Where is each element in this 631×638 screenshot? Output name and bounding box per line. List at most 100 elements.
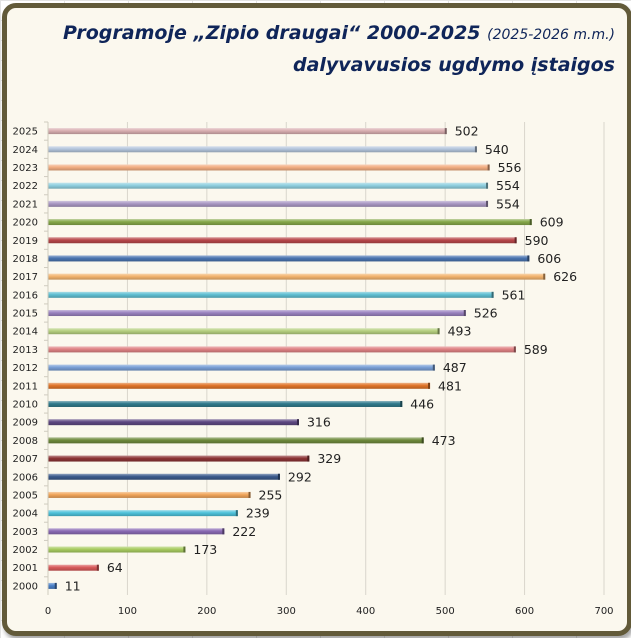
bar-end-cap <box>491 291 494 298</box>
chart-title-note: (2025-2026 m.m.) <box>487 27 615 43</box>
y-tick-label: 2022 <box>13 181 38 192</box>
bar <box>48 328 440 335</box>
bar <box>48 419 299 426</box>
bar-end-cap <box>307 455 310 462</box>
x-tick-label: 700 <box>594 606 613 617</box>
bar-end-cap <box>400 400 403 407</box>
y-tick-label: 2012 <box>13 363 38 374</box>
bar-end-cap <box>96 564 99 571</box>
data-label: 329 <box>317 451 341 466</box>
bar-end-cap <box>428 382 431 389</box>
y-tick-label: 2003 <box>13 527 38 538</box>
bar <box>48 273 546 280</box>
bar <box>48 237 517 244</box>
bar-end-cap <box>277 473 280 480</box>
bar <box>48 546 186 553</box>
y-tick-label: 2005 <box>13 490 38 501</box>
bar <box>48 346 516 353</box>
y-axis: 2025 2024 2023 2022 2021 2020 2019 2018 2017 2016… <box>13 121 49 595</box>
y-tick-label: 2019 <box>13 236 38 247</box>
y-tick-label: 2024 <box>13 145 38 156</box>
bar-end-cap <box>437 328 440 335</box>
bar-end-cap <box>54 582 57 589</box>
x-tick-label: 400 <box>356 606 375 617</box>
bar-end-cap <box>222 528 225 535</box>
data-label: 255 <box>259 487 283 502</box>
bars-group <box>48 128 546 589</box>
data-label: 239 <box>246 506 270 521</box>
bar <box>48 473 280 480</box>
bar <box>48 310 466 317</box>
bar <box>48 437 424 444</box>
bar <box>48 382 431 389</box>
y-tick-label: 2021 <box>13 199 38 210</box>
bar-end-cap <box>248 491 251 498</box>
y-tick-label: 2025 <box>13 127 38 138</box>
bar-end-cap <box>543 273 546 280</box>
y-tick-label: 2017 <box>13 272 38 283</box>
bar <box>48 219 532 226</box>
y-tick-label: 2018 <box>13 254 38 265</box>
bar <box>48 200 489 207</box>
x-tick-label: 300 <box>277 606 296 617</box>
data-label: 606 <box>537 251 561 266</box>
y-tick-label: 2016 <box>13 290 38 301</box>
bar-end-cap <box>513 346 516 353</box>
bar <box>48 528 225 535</box>
chart-title: Programoje „Zipio draugai“ 2000-2025 <box>63 22 481 44</box>
y-tick-label: 2007 <box>13 454 38 465</box>
data-label: 222 <box>232 524 256 539</box>
y-tick-label: 2013 <box>13 345 38 356</box>
bar <box>48 400 403 407</box>
bar-end-cap <box>421 437 424 444</box>
x-axis: 0 100 200 300 400 500 600 700 <box>45 606 614 617</box>
chart-subtitle: dalyvavusios ugdymo įstaigos <box>292 54 615 76</box>
x-tick-label: 0 <box>45 606 51 617</box>
bar-end-cap <box>296 419 299 426</box>
data-label: 589 <box>524 342 548 357</box>
data-label: 609 <box>540 215 564 230</box>
bar-end-cap <box>529 219 532 226</box>
bar <box>48 564 99 571</box>
y-tick-label: 2001 <box>13 563 38 574</box>
data-label: 526 <box>474 306 498 321</box>
x-tick-label: 600 <box>515 606 534 617</box>
data-label: 502 <box>455 124 479 139</box>
data-label: 590 <box>525 233 549 248</box>
y-tick-label: 2010 <box>13 399 38 410</box>
data-label: 292 <box>288 469 312 484</box>
y-tick-label: 2020 <box>13 218 38 229</box>
data-label: 64 <box>107 560 123 575</box>
bar-end-cap <box>514 237 517 244</box>
bar-end-cap <box>444 128 447 135</box>
x-tick-label: 100 <box>118 606 137 617</box>
bar-end-cap <box>235 510 238 517</box>
data-label: 446 <box>410 396 434 411</box>
data-label: 561 <box>502 287 526 302</box>
data-label: 11 <box>65 578 81 593</box>
y-tick-label: 2009 <box>13 418 38 429</box>
data-label: 316 <box>307 415 331 430</box>
data-label: 556 <box>498 160 522 175</box>
chart-title-line: Programoje „Zipio draugai“ 2000-2025 (20… <box>63 18 615 50</box>
y-tick-label: 2000 <box>13 581 38 592</box>
bar-end-cap <box>432 364 435 371</box>
y-tick-label: 2023 <box>13 163 38 174</box>
bar <box>48 128 447 135</box>
data-label: 626 <box>553 269 577 284</box>
bar-end-cap <box>527 255 530 262</box>
y-tick-label: 2002 <box>13 545 38 556</box>
data-label: 554 <box>496 196 520 211</box>
bar-end-cap <box>487 164 490 171</box>
y-tick-label: 2008 <box>13 436 38 447</box>
data-label: 540 <box>485 142 509 157</box>
bar <box>48 582 57 589</box>
bar <box>48 510 238 517</box>
bar <box>48 291 494 298</box>
bar-end-cap <box>474 146 477 153</box>
x-tick-label: 200 <box>197 606 216 617</box>
bar-end-cap <box>486 182 489 189</box>
y-tick-label: 2015 <box>13 309 38 320</box>
data-label: 487 <box>443 360 467 375</box>
